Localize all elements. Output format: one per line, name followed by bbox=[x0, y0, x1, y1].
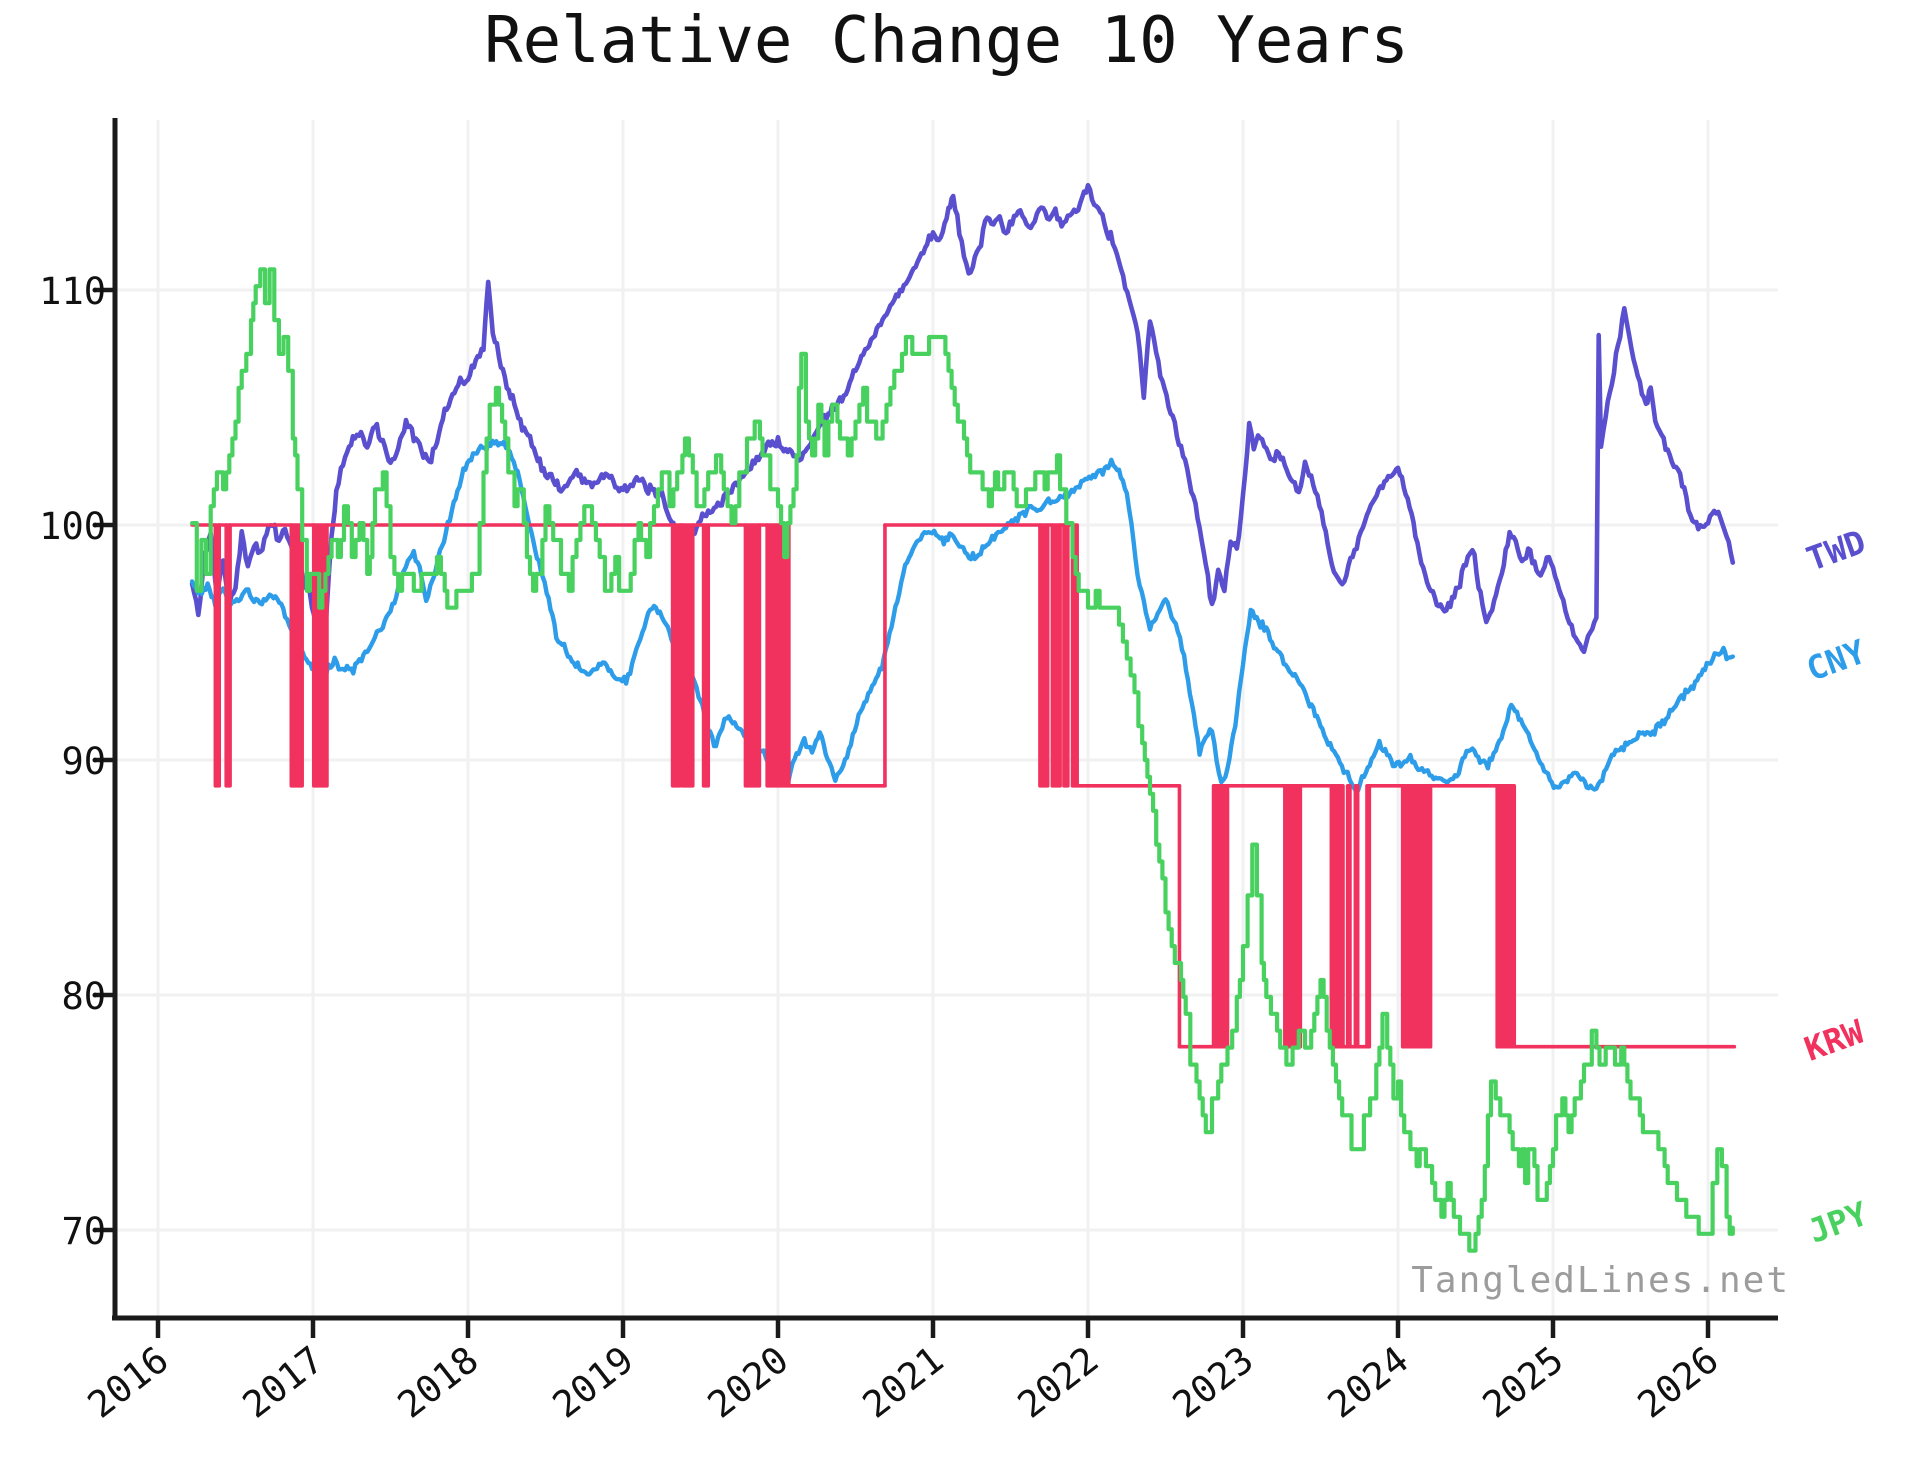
series-twd-line bbox=[189, 182, 1736, 678]
gridlines bbox=[115, 120, 1778, 1318]
axes bbox=[95, 118, 1778, 1338]
chart-title: Relative Change 10 Years bbox=[484, 4, 1409, 78]
y-tick-110: 110 bbox=[39, 270, 106, 313]
watermark: TangledLines.net bbox=[1411, 1260, 1790, 1301]
series-cny-line bbox=[189, 438, 1735, 794]
y-tick-80: 80 bbox=[61, 975, 106, 1018]
series-krw-line bbox=[190, 523, 1737, 1049]
y-tick-70: 70 bbox=[61, 1210, 106, 1253]
series-jpy-line bbox=[190, 267, 1735, 1253]
y-tick-90: 90 bbox=[61, 740, 106, 783]
y-tick-100: 100 bbox=[39, 505, 106, 548]
